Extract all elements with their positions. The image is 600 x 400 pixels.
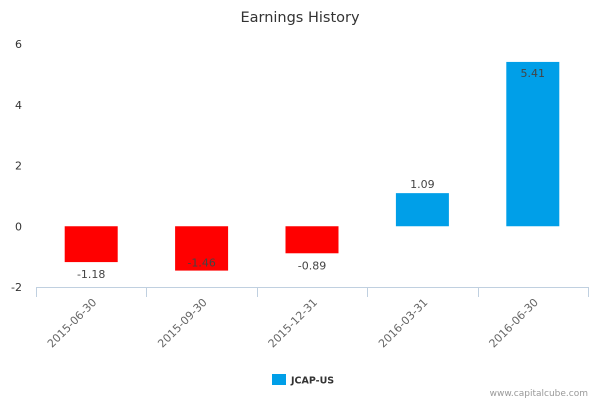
data-label-2016-03-31: 1.09	[410, 178, 435, 191]
bar-2015-09-30	[175, 226, 229, 271]
y-tick-label-2: 2	[15, 160, 22, 173]
data-label-2016-06-30: 5.41	[521, 67, 546, 80]
bars	[64, 61, 560, 271]
y-tick-label-0: 0	[15, 220, 22, 233]
x-tick-label-2016-03-31: 2016-03-31	[376, 296, 430, 350]
x-axis-ticks: 2015-06-30 2015-09-30 2015-12-31 2016-03-31…	[45, 296, 541, 350]
y-tick-label-6: 6	[15, 38, 22, 51]
y-tick-label-neg2: -2	[11, 281, 22, 294]
bar-2015-12-31	[285, 226, 339, 254]
y-axis-ticks: -2 0 2 4 6	[11, 38, 22, 294]
y-tick-label-4: 4	[15, 99, 22, 112]
bar-2016-06-30	[506, 61, 560, 227]
x-tick-label-2016-06-30: 2016-06-30	[487, 296, 541, 350]
x-tick-label-2015-09-30: 2015-09-30	[155, 296, 209, 350]
data-label-2015-06-30: -1.18	[77, 268, 105, 281]
data-labels: -1.18 -1.46 -0.89 1.09 5.41	[77, 67, 545, 281]
data-label-2015-12-31: -0.89	[298, 259, 326, 272]
data-label-2015-09-30: -1.46	[187, 257, 215, 270]
x-tick-label-2015-06-30: 2015-06-30	[45, 296, 99, 350]
x-tick-label-2015-12-31: 2015-12-31	[266, 296, 320, 350]
credit-text: www.capitalcube.com	[490, 389, 588, 399]
legend-label-jcap-us[interactable]: JCAP-US	[290, 376, 334, 387]
x-axis	[36, 287, 589, 297]
legend[interactable]: JCAP-US	[272, 374, 334, 387]
bar-2015-06-30	[64, 226, 118, 263]
legend-swatch-jcap-us[interactable]	[272, 374, 286, 385]
chart-title: Earnings History	[240, 10, 360, 26]
bar-2016-03-31	[395, 193, 449, 227]
